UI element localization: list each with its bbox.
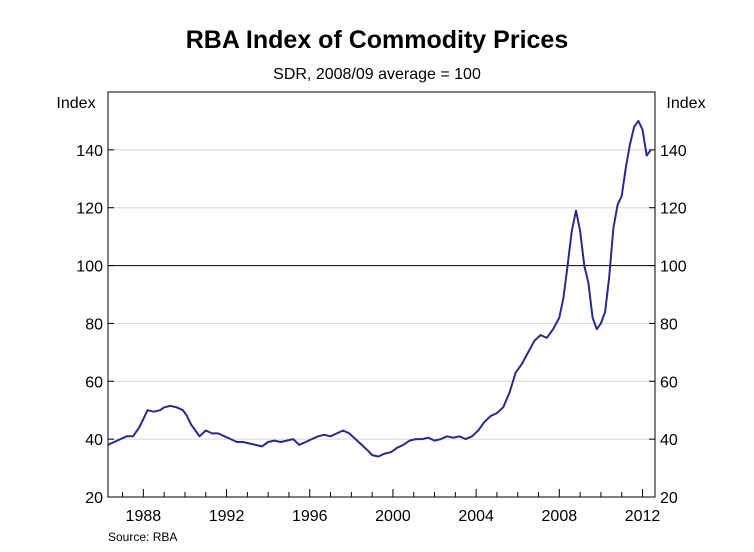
y-tick-label-right-80: 80 (660, 316, 678, 333)
y-tick-label-left-40: 40 (85, 432, 103, 449)
chart-subtitle: SDR, 2008/09 average = 100 (273, 66, 481, 83)
x-axis: 1988 1992 1996 2000 2004 2008 2012 (122, 489, 661, 525)
y-tick-label-left-60: 60 (85, 374, 103, 391)
y-axis-label-left: Index (56, 95, 95, 112)
y-axis-left: 20 40 60 80 100 120 140 (76, 143, 114, 507)
y-tick-label-right-100: 100 (660, 259, 687, 276)
y-tick-label-right-120: 120 (660, 201, 687, 218)
y-tick-label-left-20: 20 (85, 490, 103, 507)
x-tick-label-1988: 1988 (126, 508, 162, 525)
source-note: Source: RBA (108, 530, 178, 544)
y-tick-label-left-140: 140 (76, 143, 103, 160)
x-tick-label-1996: 1996 (292, 508, 328, 525)
gridlines (108, 149, 655, 440)
x-tick-label-1992: 1992 (209, 508, 245, 525)
chart-title: RBA Index of Commodity Prices (185, 26, 569, 54)
x-tick-label-2012: 2012 (625, 508, 661, 525)
y-tick-label-left-100: 100 (76, 259, 103, 276)
series-line (107, 119, 652, 458)
y-tick-label-right-40: 40 (660, 432, 678, 449)
y-tick-label-right-60: 60 (660, 374, 678, 391)
y-tick-label-left-80: 80 (85, 316, 103, 333)
y-tick-label-right-20: 20 (660, 490, 678, 507)
x-tick-label-2008: 2008 (542, 508, 578, 525)
x-tick-label-2000: 2000 (375, 508, 411, 525)
y-tick-label-right-140: 140 (660, 143, 687, 160)
y-axis-label-right: Index (666, 95, 705, 112)
x-tick-label-2004: 2004 (458, 508, 494, 525)
y-tick-label-left-120: 120 (76, 201, 103, 218)
y-axis-right: 20 40 60 80 100 120 140 (649, 143, 687, 507)
plot-frame (107, 91, 656, 498)
